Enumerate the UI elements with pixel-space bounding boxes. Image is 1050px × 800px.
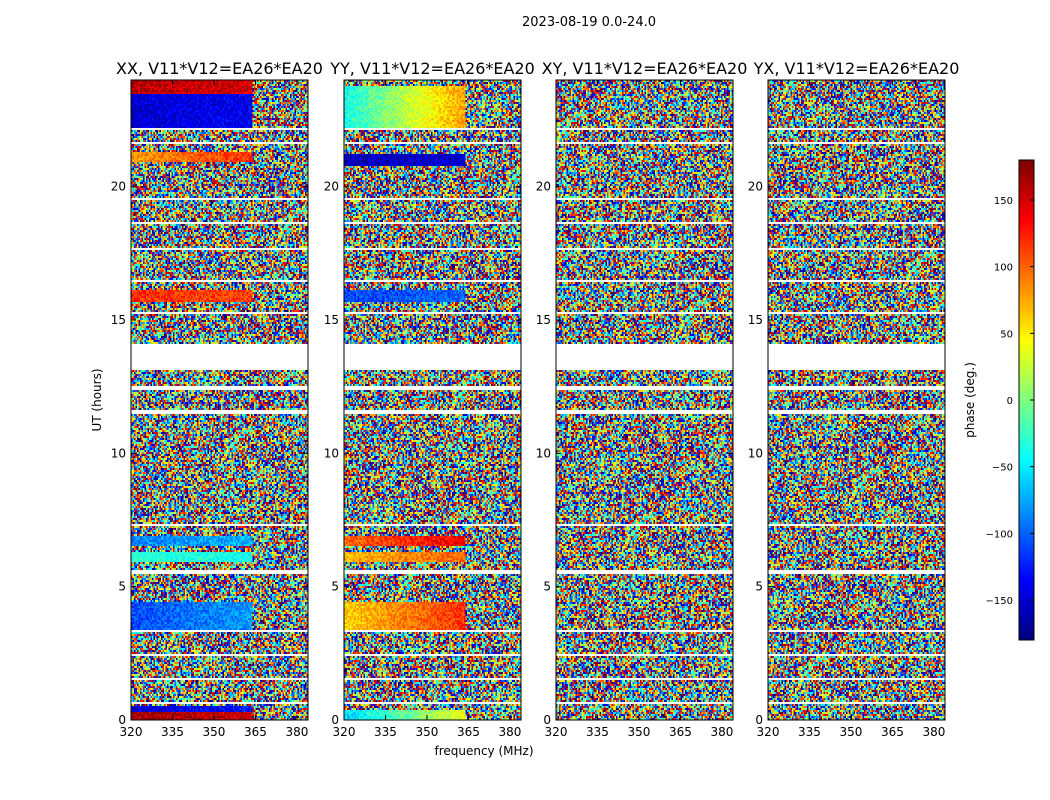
- x-tick-label: 320: [333, 725, 356, 739]
- y-tick-label: 20: [536, 180, 551, 194]
- x-tick-label: 350: [628, 725, 651, 739]
- x-tick-label: 335: [161, 725, 184, 739]
- y-tick-label: 0: [543, 713, 551, 727]
- panel-title: XX, V11*V12=EA26*EA20: [116, 59, 323, 78]
- colorbar: −150 −100 −50 0 50 100 150: [986, 159, 1035, 641]
- y-tick-label: 0: [755, 713, 763, 727]
- colorbar-tick-label: 100: [994, 263, 1013, 274]
- heatmap-xx: [131, 80, 308, 720]
- figure-title: 2023-08-19 0.0-24.0: [522, 15, 656, 30]
- x-tick-label: 380: [285, 725, 308, 739]
- x-tick-label: 380: [710, 725, 733, 739]
- colorbar-tick-label: 0: [1007, 396, 1013, 407]
- y-tick-label: 10: [111, 446, 126, 460]
- heatmap-xy: [556, 80, 733, 720]
- x-tick-label: 380: [922, 725, 945, 739]
- panel-frame: [130, 79, 309, 721]
- y-tick-label: 0: [331, 713, 339, 727]
- x-tick-label: 320: [757, 725, 780, 739]
- panel-frame: [555, 79, 734, 721]
- x-tick-label: 365: [669, 725, 692, 739]
- colorbar-tick-label: −150: [986, 596, 1013, 607]
- y-tick-label: 5: [118, 580, 126, 594]
- y-tick-label: 20: [748, 180, 763, 194]
- panel-xx: XX, V11*V12=EA26*EA20 320 335 350 365 380 0 5 10…: [111, 59, 323, 739]
- x-tick-label: 365: [457, 725, 480, 739]
- y-tick-label: 20: [111, 180, 126, 194]
- panel-frame: [343, 79, 522, 721]
- y-tick-label: 5: [331, 580, 339, 594]
- colorbar-tick-label: −100: [986, 529, 1013, 540]
- x-tick-label: 335: [374, 725, 397, 739]
- y-tick-label: 5: [543, 580, 551, 594]
- y-tick-label: 15: [111, 313, 126, 327]
- x-tick-label: 365: [244, 725, 267, 739]
- x-tick-label: 335: [798, 725, 821, 739]
- x-tick-label: 320: [545, 725, 568, 739]
- y-tick-label: 15: [324, 313, 339, 327]
- colorbar-tick-label: −50: [992, 463, 1013, 474]
- y-tick-label: 15: [748, 313, 763, 327]
- panel-yy: YY, V11*V12=EA26*EA20 320 335 350 365 380 0 5 10…: [324, 59, 535, 739]
- x-tick-label: 320: [120, 725, 143, 739]
- heatmap-yy: [344, 80, 521, 720]
- x-tick-label: 350: [840, 725, 863, 739]
- y-tick-label: 0: [118, 713, 126, 727]
- panel-frame: [767, 79, 946, 721]
- y-tick-label: 10: [748, 446, 763, 460]
- colorbar-gradient: [1019, 160, 1034, 640]
- y-tick-label: 10: [324, 446, 339, 460]
- x-tick-label: 365: [881, 725, 904, 739]
- colorbar-tick-label: 150: [994, 196, 1013, 207]
- x-tick-label: 380: [498, 725, 521, 739]
- panel-title: XY, V11*V12=EA26*EA20: [542, 59, 748, 78]
- x-axis-label: frequency (MHz): [434, 744, 533, 758]
- panel-title: YY, V11*V12=EA26*EA20: [329, 59, 535, 78]
- y-tick-label: 5: [755, 580, 763, 594]
- y-tick-label: 15: [536, 313, 551, 327]
- panel-xy: XY, V11*V12=EA26*EA20 320 335 350 365 380 0 5 10…: [536, 59, 748, 739]
- panel-group: XX, V11*V12=EA26*EA20 320 335 350 365 380 0 5 10…: [111, 59, 960, 739]
- x-tick-label: 350: [203, 725, 226, 739]
- x-tick-label: 350: [416, 725, 439, 739]
- colorbar-tick-label: 50: [1000, 329, 1013, 340]
- y-axis-label: UT (hours): [90, 368, 104, 431]
- panel-title: YX, V11*V12=EA26*EA20: [753, 59, 960, 78]
- panel-yx: YX, V11*V12=EA26*EA20 320 335 350 365 380 0 5 10…: [748, 59, 960, 739]
- y-tick-label: 20: [324, 180, 339, 194]
- y-tick-label: 10: [536, 446, 551, 460]
- heatmap-yx: [768, 80, 945, 720]
- x-tick-label: 335: [586, 725, 609, 739]
- colorbar-label: phase (deg.): [963, 362, 977, 438]
